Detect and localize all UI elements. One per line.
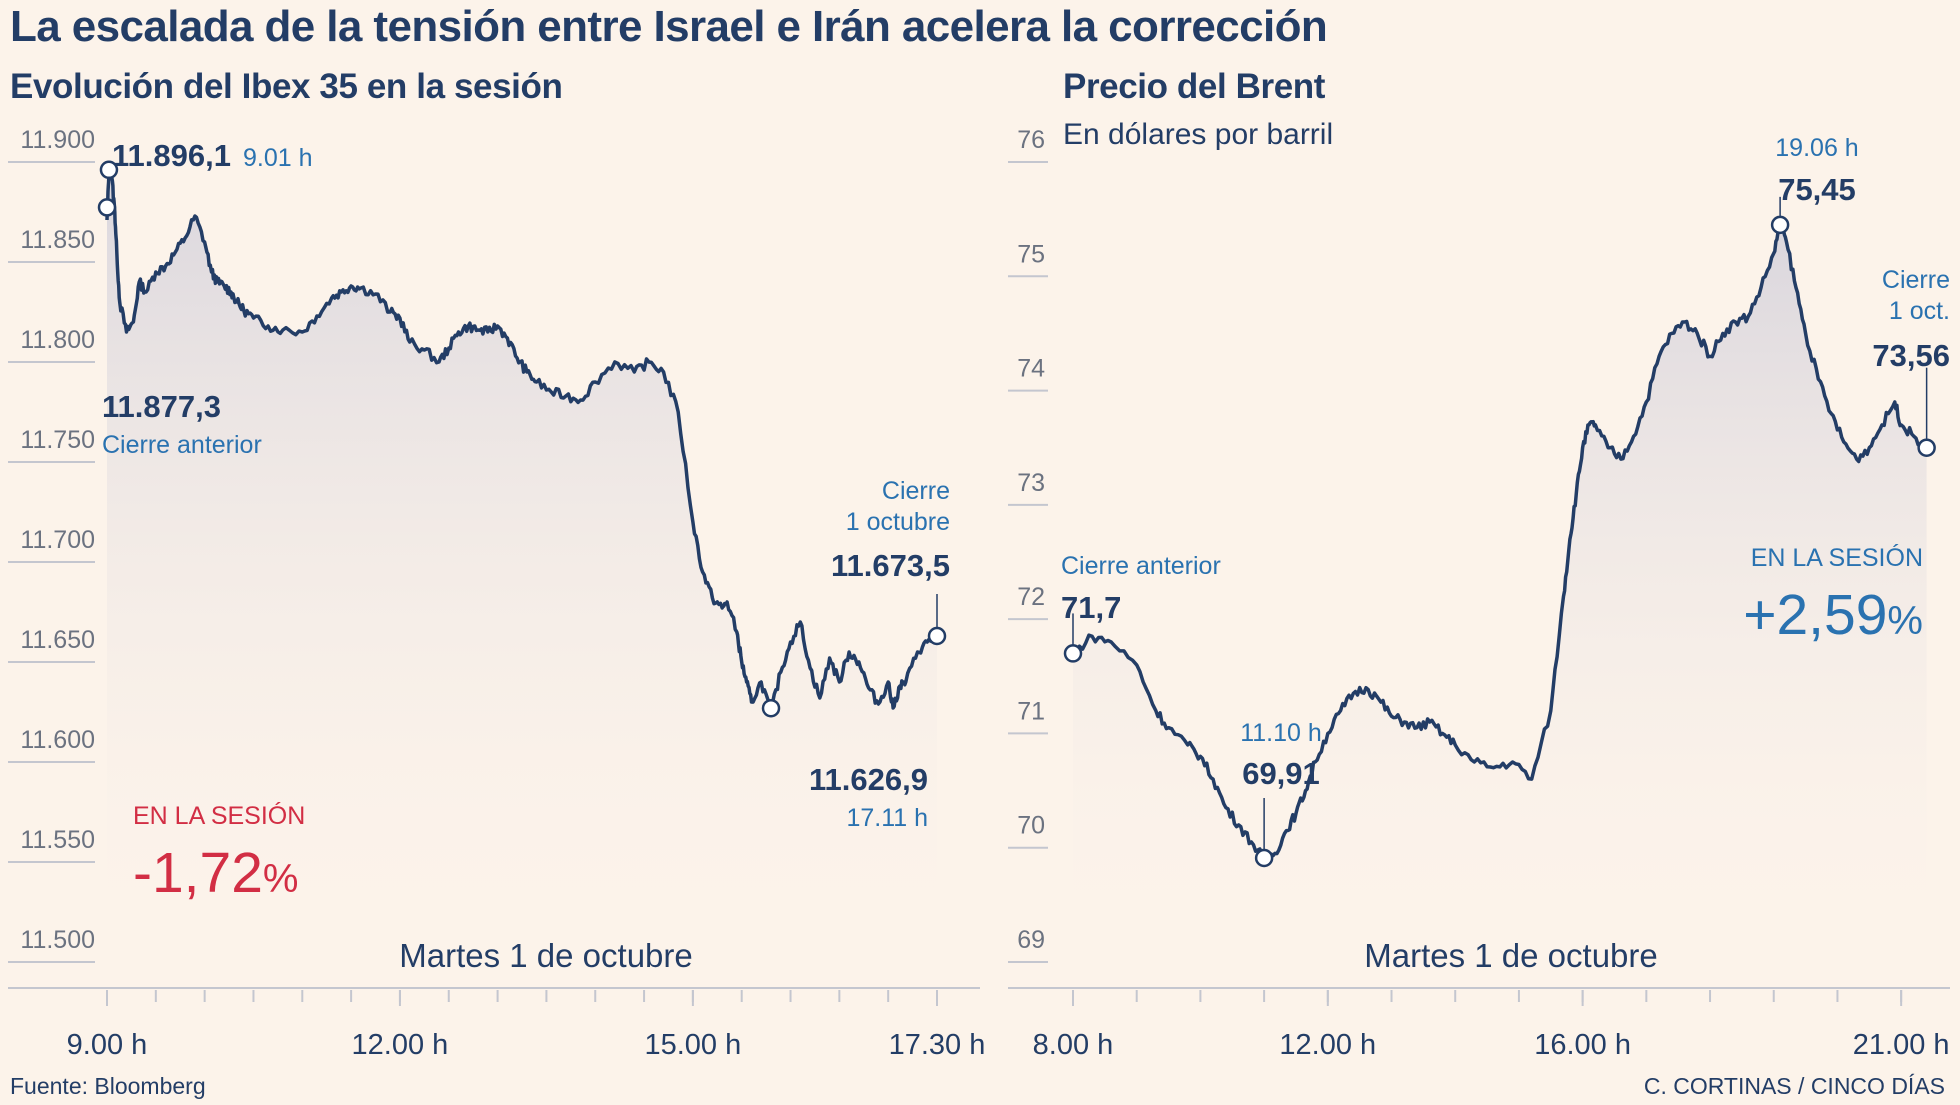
ibex-max-time: 9.01 h	[243, 144, 313, 172]
ibex-y-tick-label: 11.700	[20, 526, 95, 554]
ibex-min-time: 17.11 h	[846, 804, 928, 832]
brent-series-line	[1071, 223, 1929, 861]
brent-max-marker	[1770, 215, 1790, 235]
brent-x-axis: 8.00 h 12.00 h 16.00 h 21.00 h	[1033, 990, 1950, 1061]
ibex-close-marker	[927, 626, 947, 646]
ibex-session-change: -1,72%	[133, 841, 299, 905]
brent-y-tick-label: 75	[1017, 240, 1045, 268]
brent-min-time: 11.10 h	[1240, 719, 1322, 747]
ibex-y-tick-label: 11.500	[20, 926, 95, 954]
brent-x-tick-label: 8.00 h	[1033, 1029, 1114, 1061]
brent-xlabel: Martes 1 de octubre	[1364, 937, 1658, 974]
ibex-x-tick-label: 12.00 h	[352, 1029, 449, 1061]
brent-x-tick-label: 21.00 h	[1853, 1029, 1950, 1061]
ibex-prev-close-label: Cierre anterior	[102, 431, 262, 459]
brent-session-value: +2,59	[1743, 583, 1887, 647]
brent-y-tick-label: 73	[1017, 469, 1045, 497]
brent-y-tick-label: 71	[1017, 697, 1045, 725]
ibex-max-marker	[99, 160, 119, 180]
ibex-min-marker	[761, 698, 781, 718]
brent-x-tick-label: 12.00 h	[1279, 1029, 1376, 1061]
brent-y-tick-label: 70	[1017, 812, 1045, 840]
ibex-series-line	[105, 165, 938, 714]
ibex-prev-close-marker	[97, 198, 117, 217]
brent-y-tick-label: 76	[1017, 126, 1045, 154]
brent-session-unit: %	[1887, 599, 1923, 643]
brent-chart-title: Precio del Brent	[1063, 67, 1326, 106]
ibex-y-tick-label: 11.850	[20, 226, 95, 254]
ibex-y-axis: 11.500 11.550 11.600 11.650 11.700 11.750 11.8…	[20, 126, 95, 954]
brent-close-label-1: Cierre	[1882, 266, 1950, 294]
ibex-prev-close-value: 11.877,3	[102, 389, 221, 424]
credit-note: C. CORTINAS / CINCO DÍAS	[1643, 1073, 1945, 1099]
ibex-close-value: 11.673,5	[831, 548, 950, 583]
brent-max-time: 19.06 h	[1775, 134, 1858, 162]
ibex-session-value: -1,72	[133, 841, 263, 905]
ibex-y-tick-label: 11.650	[20, 626, 95, 654]
ibex-close-label-1: Cierre	[882, 477, 950, 505]
ibex-y-tick-label: 11.600	[20, 726, 95, 754]
ibex-xlabel: Martes 1 de octubre	[399, 937, 693, 974]
ibex-min-value: 11.626,9	[809, 762, 928, 797]
ibex-area	[107, 167, 937, 963]
brent-gridlines	[1008, 161, 1048, 963]
brent-prev-close-value: 71,7	[1061, 590, 1121, 625]
brent-chart: 69 70 71 72 73 74 75 76 8.00 h 12.00 h 16.00 h 21.…	[1008, 126, 1950, 1061]
brent-close-value: 73,56	[1872, 338, 1950, 373]
brent-min-value: 69,91	[1242, 756, 1320, 791]
ibex-y-tick-label: 11.550	[20, 826, 95, 854]
brent-session-change: +2,59%	[1743, 583, 1923, 647]
ibex-gridlines	[8, 161, 95, 963]
ibex-chart-title: Evolución del Ibex 35 en la sesión	[10, 67, 563, 106]
brent-session-label: EN LA SESIÓN	[1751, 543, 1923, 572]
brent-close-marker	[1917, 438, 1936, 457]
brent-prev-close-marker	[1063, 644, 1083, 663]
source-note: Fuente: Bloomberg	[10, 1073, 206, 1099]
ibex-session-label: EN LA SESIÓN	[133, 801, 305, 830]
brent-area	[1073, 224, 1927, 962]
brent-chart-subtitle: En dólares por barril	[1063, 118, 1334, 151]
page-title: La escalada de la tensión entre Israel e…	[10, 2, 1328, 51]
ibex-x-tick-label: 17.30 h	[889, 1029, 986, 1061]
ibex-x-tick-label: 15.00 h	[644, 1029, 741, 1061]
brent-y-axis: 69 70 71 72 73 74 75 76	[1017, 126, 1045, 954]
brent-x-tick-label: 16.00 h	[1534, 1029, 1631, 1061]
ibex-close-label-2: 1 octubre	[846, 508, 950, 536]
ibex-y-tick-label: 11.800	[20, 326, 95, 354]
brent-y-tick-label: 69	[1017, 926, 1045, 954]
brent-prev-close-label: Cierre anterior	[1061, 552, 1221, 580]
ibex-x-axis: 9.00 h 12.00 h 15.00 h 17.30 h	[67, 990, 986, 1061]
brent-max-value: 75,45	[1778, 172, 1856, 207]
ibex-y-tick-label: 11.900	[20, 126, 95, 154]
ibex-chart: 11.50011.55011.60011.65011.70011.75011.8…	[8, 126, 985, 1061]
brent-close-label-2: 1 oct.	[1889, 297, 1950, 325]
brent-min-marker	[1254, 848, 1274, 868]
brent-y-tick-label: 72	[1017, 583, 1045, 611]
ibex-y-tick-label: 11.750	[20, 426, 95, 454]
brent-y-tick-label: 74	[1017, 355, 1045, 383]
ibex-max-value: 11.896,1	[112, 138, 231, 173]
ibex-session-unit: %	[263, 857, 299, 901]
ibex-x-tick-label: 9.00 h	[67, 1029, 148, 1061]
